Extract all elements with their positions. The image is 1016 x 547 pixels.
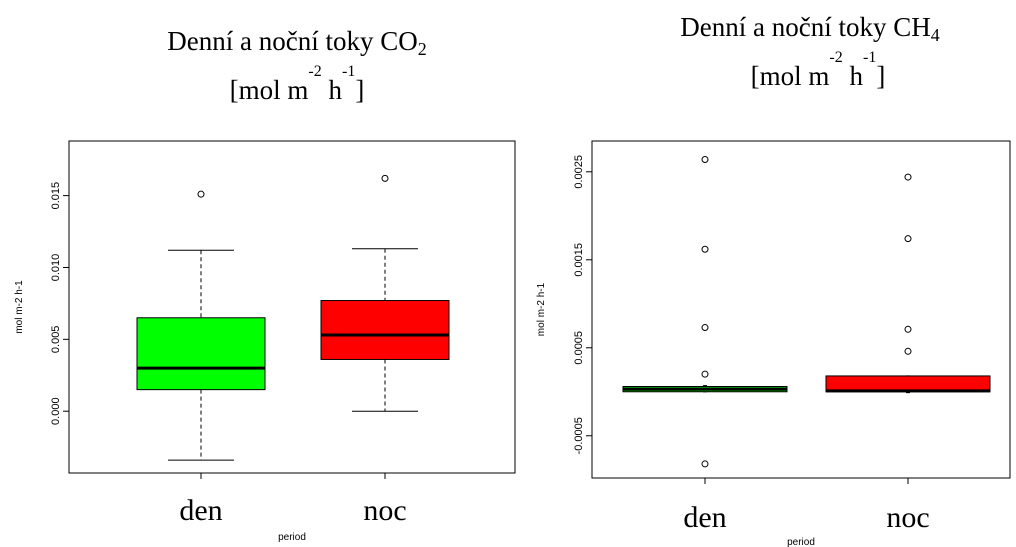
- box-iqr: [136, 317, 266, 391]
- left-unit-exp1: -2: [308, 63, 321, 80]
- x-category-label: noc: [363, 494, 406, 527]
- right-boxplot: -0.0005 0.0005 0.0015 0.0025 mol m-2 h-1 den n…: [536, 140, 1011, 547]
- left-unit-mid: h: [322, 75, 343, 105]
- x-category-label: noc: [886, 501, 929, 534]
- outlier-point: [381, 174, 389, 182]
- outlier-point: [904, 235, 912, 243]
- right-unit-suffix: ]: [876, 61, 885, 91]
- left-title-subscript: 2: [418, 39, 427, 59]
- right-title-main: Denní a noční toky CH: [680, 12, 930, 42]
- left-title-main: Denní a noční toky CO: [167, 26, 417, 56]
- right-title-subscript: 4: [931, 25, 940, 45]
- outlier-point: [701, 370, 709, 378]
- outlier-point: [701, 324, 709, 332]
- plot-frame: [591, 140, 1011, 479]
- outlier-point: [904, 325, 912, 333]
- svg-text:Denní a noční toky CH4: Denní a noční toky CH4: [680, 12, 939, 45]
- svg-text:[mol m-2 h-1]: [mol m-2 h-1]: [230, 63, 365, 105]
- right-unit-exp1: -2: [829, 49, 842, 66]
- y-tick-label: 0.000: [50, 397, 62, 425]
- right-unit-prefix: [mol m: [751, 61, 830, 91]
- x-category-label: den: [683, 501, 726, 534]
- y-tick-label: -0.0005: [573, 417, 585, 454]
- box-den: [136, 190, 266, 461]
- outlier-point: [701, 460, 709, 468]
- right-chart-title: Denní a noční toky CH4 [mol m-2 h-1]: [680, 12, 939, 91]
- right-unit-exp2: -1: [863, 49, 876, 66]
- left-unit-exp2: -1: [342, 63, 355, 80]
- x-category-label: den: [179, 494, 222, 527]
- outlier-point: [904, 347, 912, 355]
- y-tick-label: 0.0015: [573, 243, 585, 277]
- y-tick-label: 0.0005: [573, 331, 585, 365]
- y-tick-label: 0.015: [50, 182, 62, 210]
- left-boxplot: 0.000 0.005 0.010 0.015 mol m-2 h-1 den noc per…: [14, 140, 516, 543]
- right-unit-mid: h: [843, 61, 864, 91]
- left-chart-title: Denní a noční toky CO2 [mol m-2 h-1]: [167, 26, 426, 105]
- box-den: [622, 155, 788, 468]
- y-tick-label: 0.010: [50, 254, 62, 282]
- box-noc: [825, 173, 991, 394]
- y-tick-label: 0.0025: [573, 155, 585, 189]
- y-axis-label: mol m-2 h-1: [536, 282, 547, 336]
- left-unit-suffix: ]: [355, 75, 364, 105]
- y-axis-label: mol m-2 h-1: [14, 280, 25, 334]
- box-noc: [320, 174, 450, 412]
- outlier-point: [904, 173, 912, 181]
- y-tick-label: 0.005: [50, 326, 62, 354]
- svg-text:Denní a noční toky CO2: Denní a noční toky CO2: [167, 26, 426, 59]
- left-unit-prefix: [mol m: [230, 75, 309, 105]
- x-axis-label: period: [278, 532, 306, 543]
- box-iqr: [320, 300, 450, 360]
- outlier-point: [197, 190, 205, 198]
- outlier-point: [701, 245, 709, 253]
- x-axis-label: period: [787, 537, 815, 547]
- svg-text:[mol m-2 h-1]: [mol m-2 h-1]: [751, 49, 886, 91]
- outlier-point: [701, 155, 709, 163]
